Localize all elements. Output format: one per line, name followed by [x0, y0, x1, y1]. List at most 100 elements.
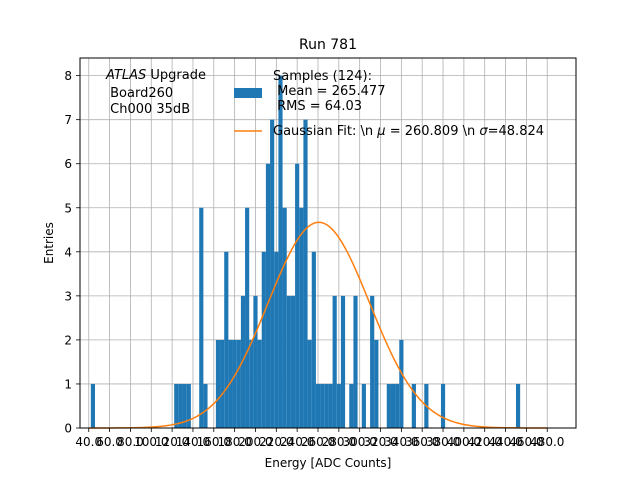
x-tick-label: 280.0 — [322, 435, 356, 449]
histogram-bar — [374, 339, 379, 428]
x-tick-label: 60.0 — [96, 435, 123, 449]
x-tick-label: 480.0 — [530, 435, 564, 449]
legend-histogram-swatch — [234, 88, 262, 98]
histogram-bar — [336, 383, 341, 428]
histogram-bar — [399, 339, 404, 428]
x-tick-label: 460.0 — [509, 435, 543, 449]
x-tick-label: 300.0 — [342, 435, 376, 449]
histogram-bar — [228, 339, 233, 428]
histogram-bar — [386, 383, 391, 428]
x-tick-label: 380.0 — [426, 435, 460, 449]
x-axis-label: Energy [ADC Counts] — [265, 456, 392, 470]
y-tick-label: 3 — [64, 289, 72, 303]
histogram-bar — [270, 119, 275, 429]
histogram-bar — [232, 339, 237, 428]
histogram-bar — [353, 295, 358, 428]
y-tick-label: 8 — [64, 69, 72, 83]
x-tick-label: 400.0 — [447, 435, 481, 449]
annotation-box: ATLAS Upgrade Board260 Ch000 35dB — [105, 68, 206, 117]
histogram-bar — [186, 383, 191, 428]
histogram-bar — [411, 383, 416, 428]
annotation-upgrade: Upgrade — [146, 68, 206, 83]
x-tick-label: 160.0 — [197, 435, 231, 449]
histogram-bar — [199, 207, 204, 428]
legend-histogram-line: Samples (124): — [273, 69, 372, 84]
histogram-bar — [236, 339, 241, 428]
histogram-bar — [286, 295, 291, 428]
histogram-bar — [440, 383, 446, 428]
legend-histogram-line: RMS = 64.03 — [273, 99, 362, 114]
annotation-line-3: Ch000 35dB — [106, 102, 190, 117]
histogram-bar — [257, 339, 262, 428]
histogram-bar — [182, 383, 187, 428]
histogram-bar — [265, 163, 271, 428]
legend: Samples (124): Mean = 265.477 RMS = 64.0… — [234, 69, 544, 139]
gaussian-fit-curve — [88, 221, 548, 429]
x-tick-label: 240.0 — [280, 435, 314, 449]
x-tick-label: 180.0 — [217, 435, 251, 449]
legend-histogram-label: Samples (124): Mean = 265.477 RMS = 64.0… — [273, 69, 385, 114]
histogram-bar — [328, 383, 333, 428]
annotation-atlas: ATLAS — [105, 68, 146, 83]
annotation-line-1: ATLAS Upgrade — [105, 68, 206, 83]
x-tick-label: 40.0 — [75, 435, 102, 449]
histogram-bar — [253, 295, 258, 428]
histogram-bar — [282, 207, 287, 428]
histogram-bar — [515, 383, 521, 428]
histogram-bar — [332, 295, 337, 428]
histogram-bar — [249, 339, 254, 428]
histogram-bar — [261, 251, 266, 428]
y-tick-label: 7 — [64, 113, 72, 127]
histogram-bar — [215, 339, 221, 428]
x-tick-label: 220.0 — [259, 435, 293, 449]
y-tick-label: 5 — [64, 201, 72, 215]
x-tick-label: 120.0 — [155, 435, 189, 449]
histogram-bar — [370, 295, 375, 428]
histogram-bar — [295, 163, 300, 428]
x-tick-label: 440.0 — [488, 435, 522, 449]
y-tick-label: 2 — [64, 333, 72, 347]
histogram-bar — [395, 383, 400, 428]
histogram-bar — [303, 119, 308, 429]
x-tick-label: 140.0 — [176, 435, 210, 449]
histogram-bar — [299, 207, 304, 428]
x-tick-label: 360.0 — [405, 435, 439, 449]
histogram-bar — [278, 75, 283, 428]
x-tick-label: 420.0 — [468, 435, 502, 449]
x-axis-ticks: 40.060.080.0100.0120.0140.0160.0180.0200… — [75, 428, 564, 449]
y-axis-ticks: 0 1 2 3 4 5 6 7 8 — [64, 69, 80, 436]
y-tick-label: 1 — [64, 377, 72, 391]
histogram-bars — [90, 75, 521, 429]
histogram-bar — [307, 339, 312, 428]
x-tick-label: 320.0 — [363, 435, 397, 449]
histogram-bar — [320, 383, 325, 428]
histogram-bar — [361, 383, 366, 428]
y-tick-label: 4 — [64, 245, 72, 259]
x-tick-label: 260.0 — [301, 435, 335, 449]
x-tick-label: 80.0 — [117, 435, 144, 449]
fit-layer — [88, 221, 548, 429]
y-tick-label: 0 — [64, 422, 72, 436]
y-tick-label: 6 — [64, 157, 72, 171]
chart-title: Run 781 — [299, 37, 357, 53]
histogram-bar — [203, 383, 208, 428]
legend-histogram-line: Mean = 265.477 — [273, 84, 385, 99]
x-tick-label: 100.0 — [134, 435, 168, 449]
histogram-bar — [224, 251, 229, 428]
histogram-bar — [390, 383, 396, 428]
histogram-bar — [290, 295, 296, 428]
histogram-bar — [178, 383, 183, 428]
histogram-bar — [340, 295, 346, 428]
x-tick-label: 200.0 — [238, 435, 272, 449]
axes-frame — [79, 57, 577, 429]
histogram-bar — [90, 383, 96, 428]
histogram-bar — [220, 339, 225, 428]
histogram-bar — [311, 251, 316, 428]
histogram-bar — [245, 207, 250, 428]
legend-fit-label: Gaussian Fit: \n μ = 260.809 \n σ=48.824 — [273, 124, 544, 139]
histogram-bar — [274, 251, 279, 428]
histogram-bar — [174, 383, 179, 428]
histogram-bar — [349, 383, 354, 428]
